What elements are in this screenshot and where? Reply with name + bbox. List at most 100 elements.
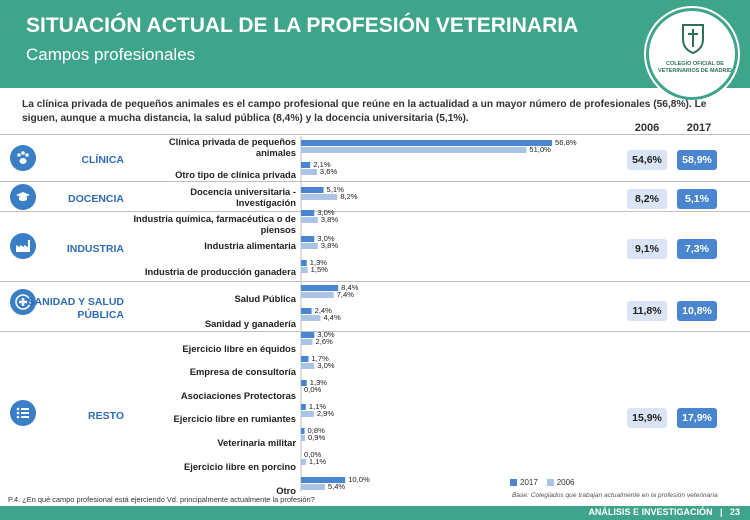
bar-label-2006-4: 3,8% <box>321 241 339 250</box>
bar-2017-2 <box>301 187 324 193</box>
header-banner: SITUACIÓN ACTUAL DE LA PROFESIÓN VETERIN… <box>0 0 750 88</box>
bar-2017-7 <box>301 308 312 314</box>
legend-2017: 2017 <box>520 478 538 487</box>
bar-2017-10 <box>301 380 307 386</box>
total-2006-clinica: 54,6% <box>627 150 667 170</box>
item-label: Industria química, farmacéutica o de pie… <box>133 213 296 235</box>
bar-label-2006-2: 8,2% <box>340 192 358 201</box>
paw-icon <box>10 145 36 171</box>
item-label: Industria alimentaria <box>204 240 296 251</box>
item-label: Ejercicio libre en équidos <box>182 343 296 354</box>
category-docencia: DOCENCIA <box>67 193 124 205</box>
bar-label-2017-0: 56,8% <box>555 138 577 147</box>
base-note: Base: Colegiados que trabajan actualment… <box>512 492 718 499</box>
item-label: Otro tipo de clínica privada <box>175 169 296 180</box>
total-2017-sanidad: 10,8% <box>677 301 717 321</box>
bar-label-2017-10: 1,3% <box>310 378 328 387</box>
bar-label-2006-5: 1,5% <box>311 265 329 274</box>
bar-label-2017-7: 2,4% <box>315 306 333 315</box>
bar-label-2017-2: 5,1% <box>327 185 345 194</box>
logo-text: COLEGIO OFICIAL DE VETERINARIOS DE MADRI… <box>658 61 732 74</box>
bar-label-2017-4: 3,0% <box>317 234 335 243</box>
bar-label-2006-11: 2,9% <box>317 409 335 418</box>
bar-2006-11 <box>301 411 314 417</box>
total-2017-docencia: 5,1% <box>677 189 717 209</box>
legend-2006: 2006 <box>556 478 575 487</box>
page-number: 23 <box>729 507 740 517</box>
footer-text: ANÁLISIS E INVESTIGACIÓN | 23 <box>588 507 740 517</box>
item-label: Asociaciones Protectoras <box>180 390 296 401</box>
category-clinica: CLÍNICA <box>81 154 124 166</box>
chart-legend: 2017 2006 <box>510 478 574 487</box>
bar-2006-14 <box>301 484 325 490</box>
legend-swatch-2006 <box>546 479 554 487</box>
year-header-2006: 2006 <box>634 122 660 134</box>
bar-label-2017-9: 1,7% <box>312 354 330 363</box>
bar-2006-4 <box>301 243 318 249</box>
bar-2006-9 <box>301 363 315 369</box>
category-industria: INDUSTRIA <box>66 243 124 255</box>
divider <box>0 331 750 332</box>
bar-2006-13 <box>301 459 306 465</box>
bar-2017-1 <box>301 162 311 168</box>
bar-2017-12 <box>301 428 305 434</box>
bar-label-2006-1: 3,6% <box>320 167 338 176</box>
bar-2006-7 <box>301 315 321 321</box>
list-icon <box>10 400 36 426</box>
total-2006-resto: 15,9% <box>627 408 667 428</box>
bar-label-2006-10: 0,0% <box>304 385 322 394</box>
bar-label-2017-6: 8,4% <box>341 283 359 292</box>
bar-2017-3 <box>301 210 315 216</box>
bar-label-2017-11: 1,1% <box>309 402 327 411</box>
bar-label-2017-8: 3,0% <box>317 330 335 339</box>
total-2017-clinica: 58,9% <box>677 150 717 170</box>
bar-2017-5 <box>301 260 307 266</box>
bar-2006-1 <box>301 169 317 175</box>
total-2006-docencia: 8,2% <box>627 189 667 209</box>
item-label: Veterinaria militar <box>217 437 296 448</box>
bar-label-2017-14: 10,0% <box>348 475 370 484</box>
bar-2006-5 <box>301 267 308 273</box>
bar-2017-11 <box>301 404 306 410</box>
category-resto: RESTO <box>88 410 124 422</box>
bar-label-2006-13: 1,1% <box>309 457 327 466</box>
year-header-2017: 2017 <box>686 122 712 134</box>
bar-2006-6 <box>301 292 334 298</box>
bar-label-2006-12: 0,9% <box>308 433 326 442</box>
item-label: Sanidad y ganadería <box>204 318 296 329</box>
bar-2017-6 <box>301 285 339 291</box>
college-logo: COLEGIO OFICIAL DE VETERINARIOS DE MADRI… <box>646 8 738 100</box>
item-label: Ejercicio libre en porcino <box>183 461 296 472</box>
intro-text: La clínica privada de pequeños animales … <box>22 99 707 124</box>
bar-label-2006-9: 3,0% <box>317 361 335 370</box>
bar-label-2006-3: 3,8% <box>321 215 339 224</box>
item-label: Docencia universitaria - Investigación <box>190 186 296 208</box>
page-title: SITUACIÓN ACTUAL DE LA PROFESIÓN VETERIN… <box>26 14 579 37</box>
bar-label-2017-5: 1,3% <box>310 258 328 267</box>
bar-2017-8 <box>301 332 315 338</box>
bar-2006-2 <box>301 194 338 200</box>
item-label: Otro <box>276 485 296 496</box>
divider <box>0 281 750 282</box>
item-label: Empresa de consultoría <box>189 366 296 377</box>
bar-label-2006-8: 2,6% <box>315 337 333 346</box>
total-2017-industria: 7,3% <box>677 239 717 259</box>
item-label: Salud Pública <box>234 293 296 304</box>
bar-label-2006-0: 51,0% <box>529 145 551 154</box>
divider <box>0 211 750 212</box>
divider <box>0 181 750 182</box>
page-subtitle: Campos profesionales <box>26 45 196 64</box>
item-label: Industria de producción ganadera <box>144 266 296 277</box>
bar-label-2006-14: 5,4% <box>328 482 346 491</box>
footer-section: ANÁLISIS E INVESTIGACIÓN <box>588 507 713 517</box>
item-label: Ejercicio libre en rumiantes <box>173 413 296 424</box>
bar-2017-0 <box>301 140 553 146</box>
factory-icon <box>10 233 36 259</box>
bar-label-2017-12: 0,8% <box>308 426 326 435</box>
total-2017-resto: 17,9% <box>677 408 717 428</box>
health-cross-icon <box>10 289 36 315</box>
legend-swatch-2017 <box>510 479 517 487</box>
divider <box>0 134 750 135</box>
total-2006-industria: 9,1% <box>627 239 667 259</box>
bar-2017-9 <box>301 356 309 362</box>
